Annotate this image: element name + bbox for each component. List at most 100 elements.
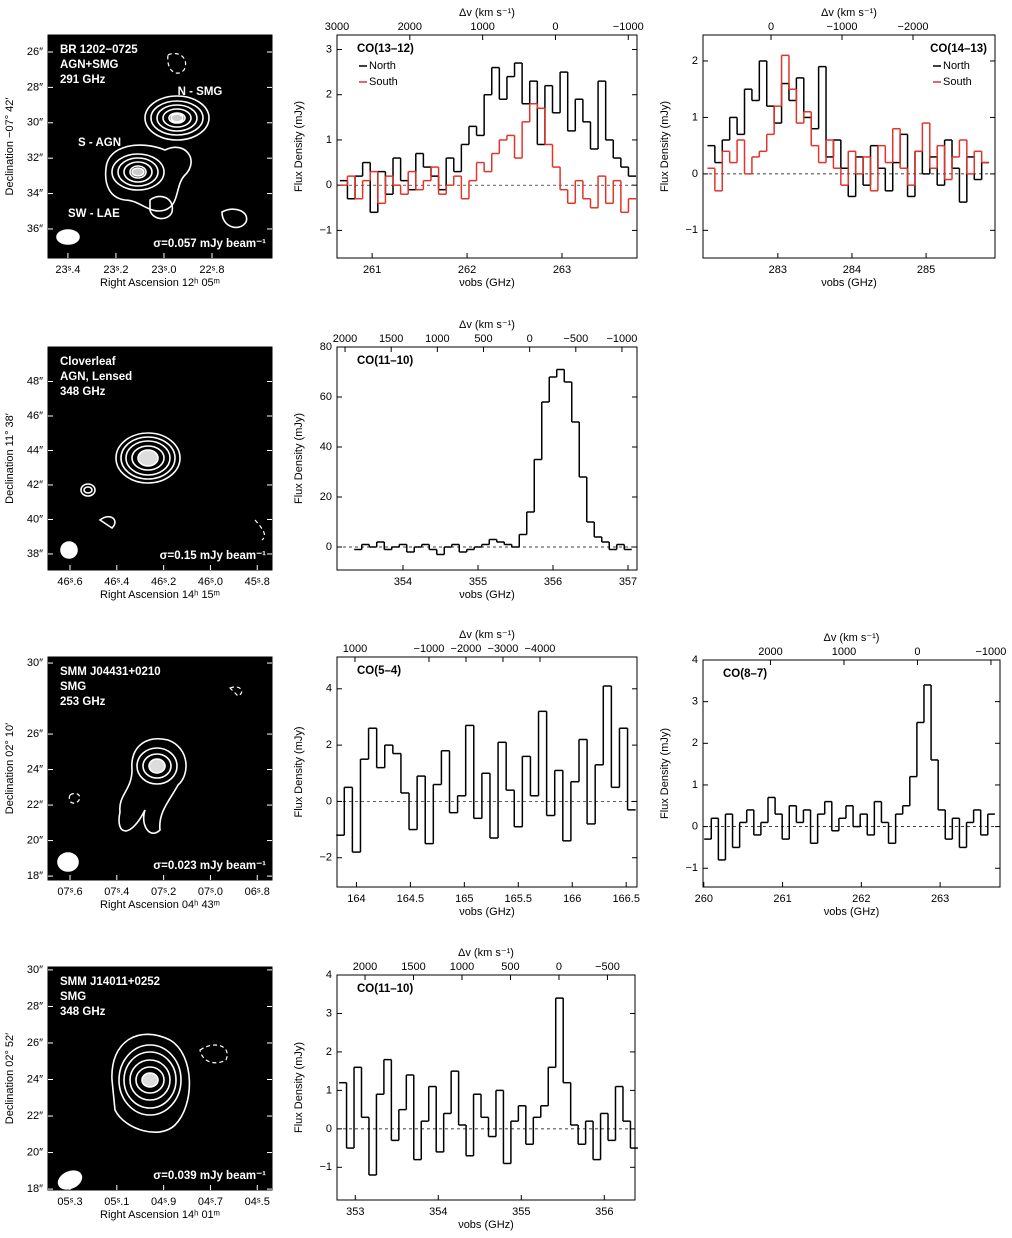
map-label: S - AGN	[78, 137, 121, 149]
plot-frame	[702, 659, 1001, 888]
y-tick-label: 24″	[27, 1073, 43, 1085]
y-tick-label: 18″	[27, 1183, 43, 1195]
x-tick-label: 165.5	[505, 893, 533, 905]
x-tick-label: 164	[347, 893, 365, 905]
y-axis-label: Flux Density (mJy)	[293, 1042, 305, 1133]
x2-tick-label: 2000	[353, 961, 377, 973]
x-tick-label: 46ˢ.4	[104, 576, 129, 588]
y-tick-label: −1	[319, 224, 332, 236]
x-tick-label: 283	[769, 264, 787, 276]
x2-tick-label: 1000	[832, 646, 856, 658]
y-tick-label: 20″	[27, 834, 43, 846]
panel-title: CO(5–4)	[357, 665, 401, 677]
map-title: 348 GHz	[60, 386, 106, 398]
y-tick-label: 22″	[27, 799, 43, 811]
plot-frame	[336, 974, 636, 1201]
x-axis-label: Right Ascension 12ʰ 05ᵐ	[100, 277, 220, 289]
x2-tick-label: −4000	[525, 643, 556, 655]
x-tick-label: 262	[458, 264, 476, 276]
sigma-label: σ=0.039 mJy beam⁻¹	[153, 1170, 266, 1182]
x2-tick-label: −1000	[613, 21, 644, 33]
plot-frame	[702, 34, 996, 259]
x-tick-label: 23ˢ.4	[55, 264, 80, 276]
y-tick-label: 0	[326, 541, 332, 553]
x-tick-label: 357	[619, 576, 637, 588]
y-axis-label: Declination 11° 38′	[4, 413, 16, 504]
x-tick-label: 260	[695, 893, 713, 905]
y-tick-label: −2	[319, 852, 332, 864]
y-tick-label: 30″	[27, 657, 43, 669]
y-tick-label: 40	[320, 441, 332, 453]
y-tick-label: 18″	[27, 870, 43, 882]
y-tick-label: 3	[326, 43, 332, 55]
map-image	[47, 346, 273, 571]
x-tick-label: 356	[595, 1206, 613, 1218]
y-tick-label: 44″	[27, 444, 43, 456]
x-tick-label: 07ˢ.4	[104, 886, 129, 898]
y-axis-label: Declination −07° 42′	[4, 98, 16, 196]
x2-tick-label: 2000	[398, 21, 422, 33]
y-tick-label: 1	[692, 111, 698, 123]
y-tick-label: 3	[326, 1007, 332, 1019]
y-axis-label: Flux Density (mJy)	[293, 413, 305, 504]
y-tick-label: 28″	[27, 81, 43, 93]
plot-frame	[336, 346, 638, 571]
y-axis-label: Flux Density (mJy)	[659, 101, 671, 192]
x2-tick-label: −3000	[488, 643, 519, 655]
x2-tick-label: 0	[527, 333, 533, 345]
map-title: 291 GHz	[60, 74, 106, 86]
plot-frame	[336, 34, 638, 259]
legend-label: South	[369, 76, 398, 88]
y-tick-label: 42″	[27, 479, 43, 491]
map-title: 253 GHz	[60, 696, 106, 708]
y-tick-label: 36″	[27, 223, 43, 235]
map-title: AGN, Lensed	[60, 371, 132, 383]
x2-axis-label: Δv (km s⁻¹)	[459, 7, 515, 19]
sigma-label: σ=0.15 mJy beam⁻¹	[160, 550, 266, 562]
panel-title: CO(11–10)	[357, 355, 413, 367]
x-tick-label: 23ˢ.2	[103, 264, 128, 276]
y-tick-label: −1	[685, 862, 698, 874]
x2-tick-label: 1500	[401, 961, 425, 973]
y-tick-label: 22″	[27, 1110, 43, 1122]
x-tick-label: 355	[469, 576, 487, 588]
y-tick-label: 26″	[27, 46, 43, 58]
x-axis-label: Right Ascension 14ʰ 15ᵐ	[100, 589, 220, 601]
x-axis-label: νobs (GHz)	[824, 906, 880, 918]
map-title: SMG	[60, 681, 86, 693]
y-tick-label: 2	[326, 1046, 332, 1058]
y-tick-label: 80	[320, 341, 332, 353]
x-tick-label: 284	[843, 264, 861, 276]
y-tick-label: 2	[692, 737, 698, 749]
y-tick-label: 48″	[27, 375, 43, 387]
y-axis-label: Flux Density (mJy)	[293, 101, 305, 192]
x-tick-label: 06ˢ.8	[245, 886, 270, 898]
x2-tick-label: −1000	[607, 333, 638, 345]
sigma-label: σ=0.023 mJy beam⁻¹	[153, 860, 266, 872]
map-title: SMG	[60, 991, 86, 1003]
y-tick-label: −1	[319, 1161, 332, 1173]
x2-tick-label: 0	[552, 21, 558, 33]
x-tick-label: 05ˢ.3	[57, 1196, 82, 1208]
x2-axis-label: Δv (km s⁻¹)	[459, 629, 515, 641]
x-tick-label: 23ˢ.0	[151, 264, 176, 276]
y-tick-label: 32″	[27, 152, 43, 164]
y-tick-label: 30″	[27, 964, 43, 976]
y-tick-label: 3	[692, 696, 698, 708]
map-title: Cloverleaf	[60, 356, 116, 368]
y-tick-label: 24″	[27, 763, 43, 775]
x2-axis-label: Δv (km s⁻¹)	[458, 947, 514, 959]
x2-axis-label: Δv (km s⁻¹)	[821, 7, 877, 19]
x2-tick-label: 500	[501, 961, 519, 973]
panel-title: CO(8–7)	[723, 668, 767, 680]
y-tick-label: 4	[326, 683, 332, 695]
map-title: BR 1202−0725	[60, 44, 138, 56]
sigma-label: σ=0.057 mJy beam⁻¹	[153, 238, 266, 250]
x2-tick-label: 1500	[379, 333, 403, 345]
y-tick-label: 40″	[27, 513, 43, 525]
map-image	[47, 34, 273, 259]
y-tick-label: 2	[326, 89, 332, 101]
x-tick-label: 353	[346, 1206, 364, 1218]
panel-title: CO(11–10)	[357, 983, 413, 995]
x2-tick-label: 0	[914, 646, 920, 658]
